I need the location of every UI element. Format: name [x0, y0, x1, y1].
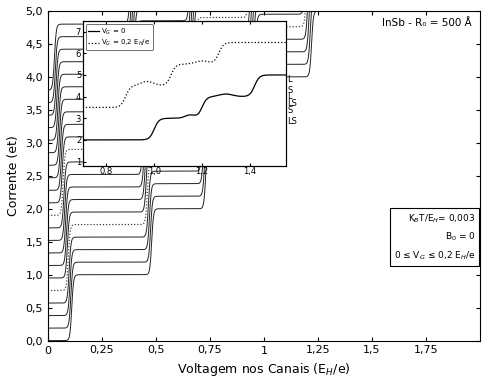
X-axis label: Voltagem nos Canais (E$_{H}$/e): Voltagem nos Canais (E$_{H}$/e): [177, 361, 351, 378]
Text: K$_{B}$T/E$_{H}$= 0,003
B$_{0}$ = 0
0 ≤ V$_{G}$ ≤ 0,2 E$_{H}$/e: K$_{B}$T/E$_{H}$= 0,003 B$_{0}$ = 0 0 ≤ …: [394, 212, 476, 262]
Y-axis label: Corrente (et): Corrente (et): [7, 136, 20, 216]
Text: InSb - R₀ = 500 Å: InSb - R₀ = 500 Å: [382, 18, 471, 28]
